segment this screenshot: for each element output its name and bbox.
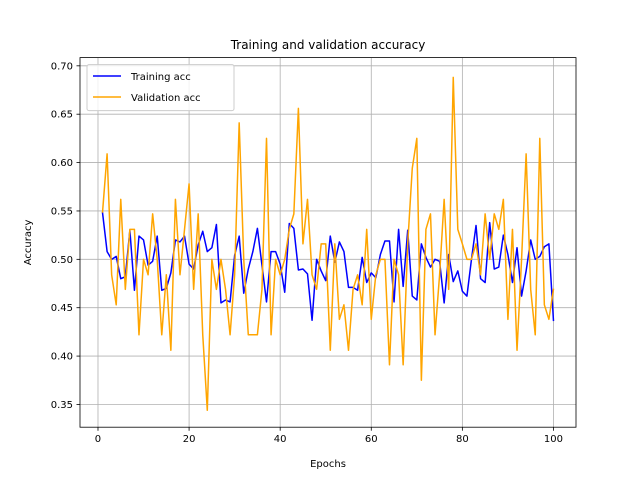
y-axis-title: Accuracy: [23, 219, 34, 265]
y-tick-label: 0.70: [51, 61, 73, 72]
x-tick-label: 20: [183, 434, 196, 445]
x-axis-ticks: 0 20 40 60 80 100: [95, 427, 563, 445]
legend-label-validation: Validation acc: [131, 93, 201, 104]
y-tick-label: 0.35: [51, 400, 73, 411]
x-tick-label: 100: [544, 434, 563, 445]
y-tick-label: 0.40: [51, 352, 73, 363]
legend-label-training: Training acc: [130, 72, 191, 83]
x-tick-label: 0: [95, 434, 101, 445]
y-tick-label: 0.50: [51, 255, 73, 266]
series-layer: [101, 76, 555, 412]
x-tick-label: 40: [274, 434, 287, 445]
x-tick-label: 80: [456, 434, 469, 445]
x-axis-title: Epochs: [310, 459, 346, 470]
series-line-validation: [101, 76, 555, 412]
y-tick-label: 0.60: [51, 158, 73, 169]
y-tick-label: 0.65: [51, 110, 73, 121]
legend: Training acc Validation acc: [86, 64, 235, 112]
plot-frame: [79, 57, 577, 428]
chart-title: Training and validation accuracy: [230, 38, 426, 52]
y-tick-label: 0.55: [51, 206, 73, 217]
x-tick-label: 60: [365, 434, 378, 445]
y-axis-ticks: 0.35 0.40 0.45 0.50 0.55 0.60 0.65 0.70: [51, 61, 80, 411]
legend-box: [86, 64, 235, 112]
y-tick-label: 0.45: [51, 303, 73, 314]
